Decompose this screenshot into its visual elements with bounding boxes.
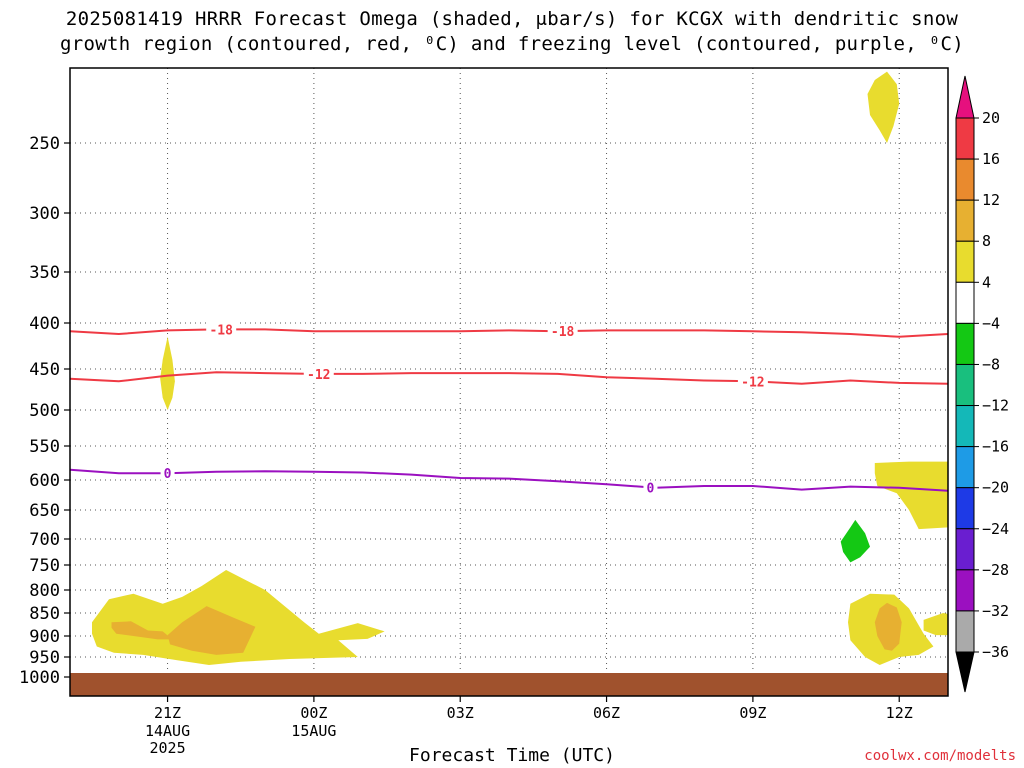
colorbar-segment xyxy=(955,528,975,571)
colorbar-segment xyxy=(955,281,975,324)
colorbar-label: −36 xyxy=(982,643,1009,661)
contour-label-bg xyxy=(206,322,237,337)
omega-4to8-low-region xyxy=(92,570,385,665)
contour-label-bg xyxy=(643,480,658,495)
y-tick-label: 250 xyxy=(29,134,60,154)
ground-terrain xyxy=(70,673,948,696)
chart-title-line-2: growth region (contoured, red, ⁰C) and f… xyxy=(60,33,964,55)
y-tick-label: 600 xyxy=(29,471,60,491)
contour-label: 0 xyxy=(164,467,172,482)
colorbar-segment xyxy=(955,487,975,530)
contour-label-bg xyxy=(737,374,768,389)
omega-4to8-right-region xyxy=(874,461,948,530)
y-tick-label: 700 xyxy=(29,530,60,550)
y-tick-label: 400 xyxy=(29,314,60,334)
contour-label-bg xyxy=(547,324,578,339)
colorbar-label: −16 xyxy=(982,438,1009,456)
colorbar-segment xyxy=(955,158,975,201)
omega-8to12-low-left-region xyxy=(111,621,173,640)
colorbar-segment xyxy=(955,610,975,653)
colorbar-label: −4 xyxy=(982,314,1000,332)
contour-line-freezing xyxy=(70,468,948,492)
x-tick-sublabel: 15AUG xyxy=(291,722,336,740)
omega-4to8-early-region xyxy=(160,336,175,410)
colorbar-segment xyxy=(955,117,975,160)
plot-inner: -18 -18 -12 -12 0 0 xyxy=(70,68,948,696)
colorbar-label: −24 xyxy=(982,520,1009,538)
contour-label-bg xyxy=(303,366,334,381)
omega-4to8-top-region xyxy=(867,71,900,143)
colorbar: 20 16 12 8 4 −4 −8 −12 −16 −20 −24 −28 −32 −36 xyxy=(955,75,1009,693)
x-tick-label: 06Z xyxy=(593,704,620,722)
colorbar-segment xyxy=(955,363,975,407)
x-tick-label: 21Z xyxy=(154,704,181,722)
omega-8to12-low-mid-region xyxy=(167,606,256,655)
plot-frame xyxy=(69,67,949,697)
y-tick-label: 300 xyxy=(29,204,60,224)
x-tick-sublabel: 2025 xyxy=(149,739,185,757)
omega-8to12-late-region xyxy=(874,602,902,651)
colorbar-label: 12 xyxy=(982,191,1000,209)
y-tick-label: 1000 xyxy=(19,668,60,688)
colorbar-label: −20 xyxy=(982,479,1009,497)
y-tick-label: 650 xyxy=(29,501,60,521)
contour-label: 0 xyxy=(647,481,655,496)
colorbar-segment xyxy=(955,405,975,448)
colorbar-segment xyxy=(955,446,975,489)
contour-line-dgz xyxy=(70,371,948,385)
contour-label: -18 xyxy=(209,323,233,338)
x-tick-label: 09Z xyxy=(739,704,766,722)
colorbar-label: −28 xyxy=(982,561,1009,579)
y-tick-label: 900 xyxy=(29,627,60,647)
contour-label-bg xyxy=(160,466,175,481)
colorbar-bottom-arrow xyxy=(955,651,975,693)
colorbar-segment xyxy=(955,240,975,283)
omega-neg4to8-region xyxy=(840,519,870,563)
colorbar-label: 20 xyxy=(982,109,1000,127)
colorbar-label: 16 xyxy=(982,150,1000,168)
x-tick-label: 03Z xyxy=(447,704,474,722)
colorbar-label: −12 xyxy=(982,397,1009,415)
colorbar-label: −8 xyxy=(982,355,1000,373)
y-tick-label: 800 xyxy=(29,581,60,601)
y-tick-label: 450 xyxy=(29,360,60,380)
x-tick-sublabel: 14AUG xyxy=(145,722,190,740)
contour-label: -12 xyxy=(307,368,330,383)
y-tick-label: 350 xyxy=(29,263,60,283)
x-tick-label: 12Z xyxy=(886,704,913,722)
y-tick-label: 550 xyxy=(29,437,60,457)
y-tick-label: 850 xyxy=(29,604,60,624)
colorbar-label: −32 xyxy=(982,602,1009,620)
plot-area: -18 -18 -12 -12 0 0 250 300 350 400 450 500 550 600 65… xyxy=(19,67,949,757)
colorbar-segment xyxy=(955,569,975,612)
chart-title-line-1: 2025081419 HRRR Forecast Omega (shaded, … xyxy=(65,8,959,30)
contour-label: -18 xyxy=(551,325,575,340)
y-tick-label: 950 xyxy=(29,648,60,668)
colorbar-segment xyxy=(955,322,975,365)
colorbar-label: 4 xyxy=(982,273,991,291)
colorbar-segment xyxy=(955,199,975,242)
contour-label: -12 xyxy=(741,375,764,390)
omega-4to8-edge-region xyxy=(923,613,948,636)
x-tick-label: 00Z xyxy=(300,704,327,722)
x-axis-label: Forecast Time (UTC) xyxy=(409,745,615,766)
credit-link[interactable]: coolwx.com/modelts xyxy=(864,748,1016,764)
colorbar-top-arrow xyxy=(955,75,975,119)
contour-line-dgz xyxy=(70,328,948,338)
y-tick-label: 500 xyxy=(29,401,60,421)
colorbar-label: 8 xyxy=(982,232,991,250)
y-tick-label: 750 xyxy=(29,556,60,576)
